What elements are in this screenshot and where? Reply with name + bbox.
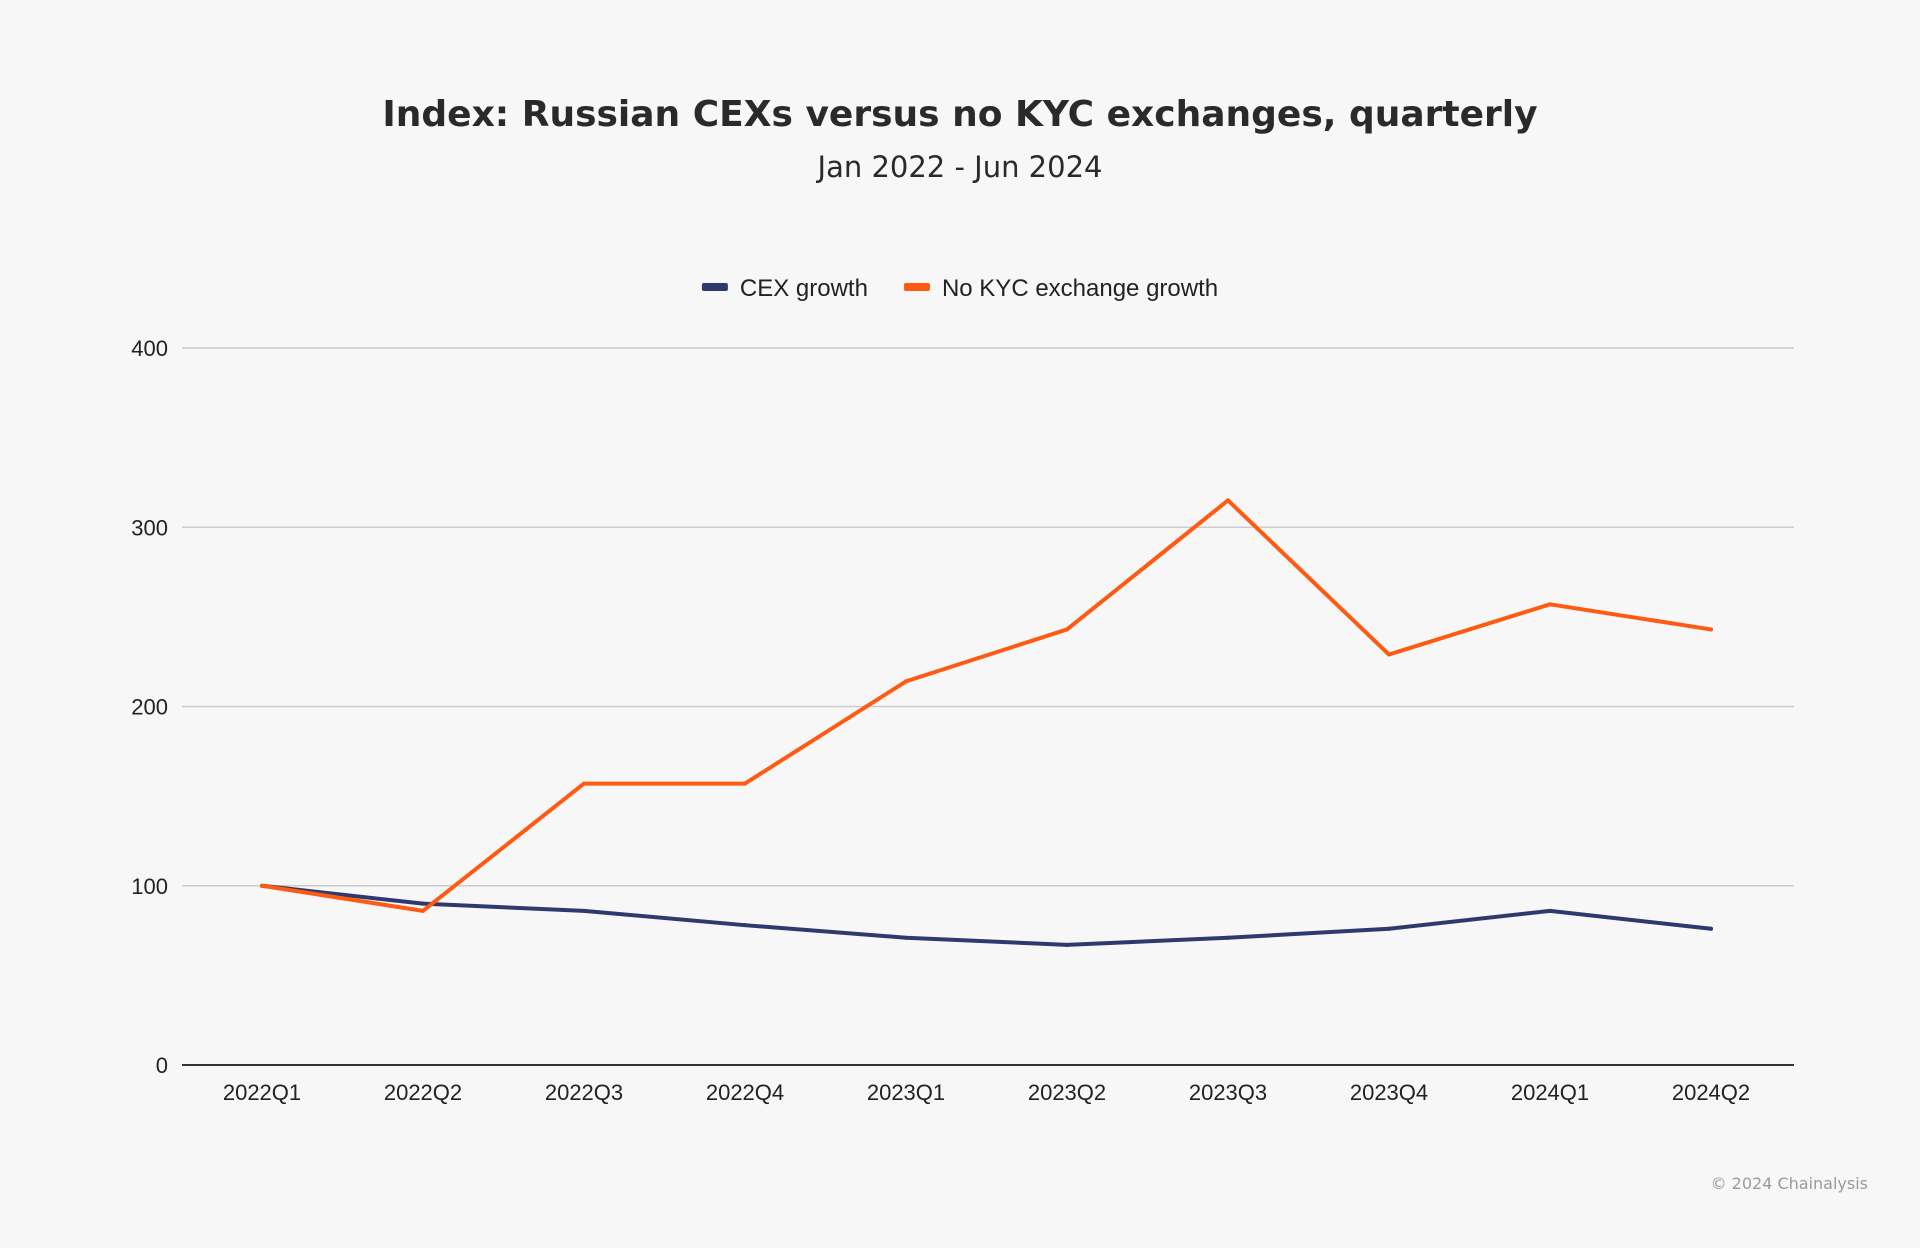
x-tick-label: 2024Q2 [1672,1080,1750,1105]
data-point [743,781,747,786]
chart-title: Index: Russian CEXs versus no KYC exchan… [382,94,1538,135]
data-point [904,935,908,940]
data-point [421,908,425,913]
data-point [260,883,264,888]
data-point [1548,908,1552,913]
x-tick-label: 2024Q1 [1511,1080,1589,1105]
data-point [1709,926,1713,931]
legend-item: No KYC exchange growth [903,275,1218,302]
x-tick-label: 2023Q4 [1350,1080,1428,1105]
y-tick-label: 100 [131,874,168,899]
data-point [1065,942,1069,947]
x-tick-label: 2023Q2 [1028,1080,1106,1105]
y-tick-label: 400 [131,336,168,361]
data-point [1709,627,1713,632]
data-point [1548,602,1552,607]
legend-swatch [701,283,728,291]
series-line-cex-growth [260,883,1713,947]
x-tick-label: 2022Q2 [384,1080,462,1105]
copyright-text: © 2024 Chainalysis [1710,1174,1868,1193]
data-point [904,679,908,684]
chart-subtitle: Jan 2022 - Jun 2024 [817,150,1103,184]
series-line-no-kyc-growth [260,498,1713,913]
y-axis-ticks: 0 100 200 300 400 [131,336,168,1078]
legend-label: No KYC exchange growth [942,275,1218,302]
data-point [582,781,586,786]
x-axis-ticks: 2022Q1 2022Q2 2022Q3 2022Q4 2023Q1 2023Q2 2023… [223,1080,1750,1105]
legend-swatch [903,283,930,291]
data-point [1387,652,1391,657]
x-tick-label: 2022Q3 [545,1080,623,1105]
data-point [1387,926,1391,931]
chart-legend: CEX growth No KYC exchange growth [701,275,1218,302]
y-tick-label: 200 [131,695,168,720]
y-tick-label: 0 [156,1053,168,1078]
x-tick-label: 2022Q1 [223,1080,301,1105]
data-point [582,908,586,913]
x-tick-label: 2022Q4 [706,1080,784,1105]
grid-lines [182,347,1794,1066]
data-point [1065,627,1069,632]
x-tick-label: 2023Q3 [1189,1080,1267,1105]
data-point [1226,935,1230,940]
data-point [421,901,425,906]
x-tick-label: 2023Q1 [867,1080,945,1105]
legend-item: CEX growth [701,275,868,302]
legend-label: CEX growth [740,275,868,302]
data-point [1226,498,1230,503]
data-point [743,923,747,928]
series-lines [260,498,1713,947]
y-tick-label: 300 [131,515,168,540]
